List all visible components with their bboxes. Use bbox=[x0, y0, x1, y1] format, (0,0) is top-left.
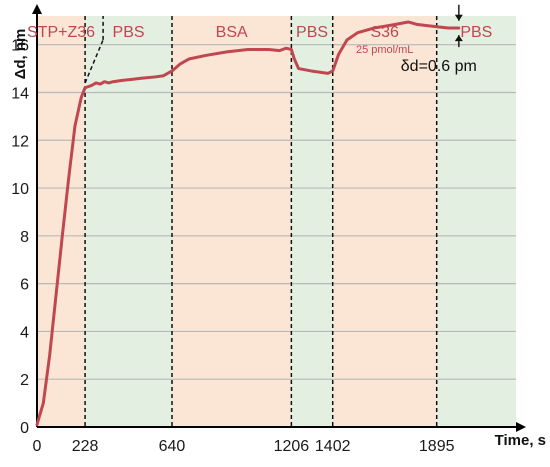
y-axis-arrow bbox=[32, 4, 42, 14]
y-tick-label: 16 bbox=[11, 38, 29, 55]
phase-band-0 bbox=[37, 16, 86, 427]
phase-band-4 bbox=[332, 16, 437, 427]
x-tick-label: 0 bbox=[33, 438, 42, 455]
phase-sublabel: 25 pmol/mL bbox=[356, 44, 413, 56]
annotation-arrowhead-top bbox=[454, 14, 463, 21]
y-tick-label: 4 bbox=[20, 324, 29, 341]
x-axis-title: Time, s bbox=[495, 432, 546, 449]
y-tick-label: 8 bbox=[20, 229, 29, 246]
x-tick-label: 1206 bbox=[274, 438, 310, 455]
phase-label: S36 bbox=[370, 24, 399, 41]
x-tick-label: 640 bbox=[159, 438, 186, 455]
phase-divider-connector bbox=[84, 39, 104, 84]
y-tick-label: 14 bbox=[11, 85, 29, 102]
series-line-0 bbox=[35, 20, 461, 427]
phase-dividers bbox=[84, 16, 438, 427]
phase-label: STP+Z36 bbox=[27, 24, 95, 41]
phase-label: PBS bbox=[296, 24, 328, 41]
phase-label: PBS bbox=[113, 24, 145, 41]
gridlines bbox=[37, 44, 516, 380]
x-tick-label: 1402 bbox=[315, 438, 351, 455]
series-layer bbox=[35, 20, 461, 427]
phase-label: BSA bbox=[216, 24, 248, 41]
y-tick-label: 2 bbox=[20, 372, 29, 389]
annotation-label: δd=0.6 pm bbox=[401, 58, 477, 75]
y-axis-title: Δd, nm bbox=[12, 29, 29, 80]
y-tick-label: 10 bbox=[11, 181, 29, 198]
phase-labels: STP+Z36 PBS BSA PBS S36 25 pmol/mL PBS bbox=[27, 24, 492, 56]
x-tick-label: 1895 bbox=[419, 438, 455, 455]
tick-labels: 0 2 4 6 8 10 12 14 16 0 228 640 1206 1402 1895 bbox=[11, 38, 454, 455]
axes bbox=[32, 4, 526, 432]
annotation: δd=0.6 pm bbox=[401, 4, 477, 75]
x-axis-arrow bbox=[516, 422, 526, 432]
y-tick-label: 0 bbox=[20, 420, 29, 437]
phase-band-5 bbox=[436, 16, 516, 427]
y-tick-label: 12 bbox=[11, 133, 29, 150]
y-tick-label: 6 bbox=[20, 277, 29, 294]
phase-backgrounds bbox=[37, 16, 516, 427]
phase-band-2 bbox=[171, 16, 292, 427]
phase-band-3 bbox=[291, 16, 333, 427]
phase-label: PBS bbox=[460, 24, 492, 41]
x-tick-label: 228 bbox=[72, 438, 99, 455]
annotation-arrowhead-bottom bbox=[454, 35, 463, 42]
